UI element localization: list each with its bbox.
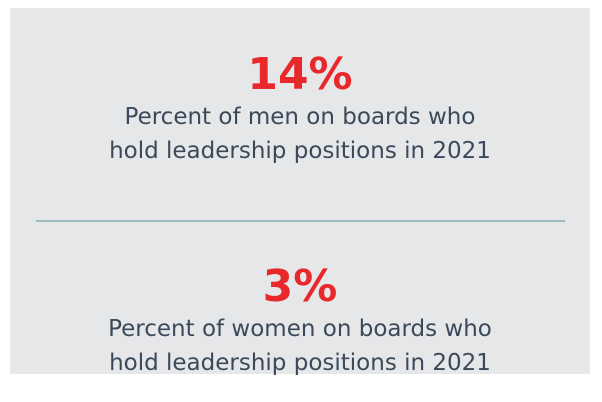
stat-description: Percent of women on boards who — [108, 316, 492, 342]
panel: 14% Percent of men on boards who hold le… — [10, 8, 590, 376]
stat-description: Percent of men on boards who — [124, 104, 476, 130]
stat-value: 3% — [262, 261, 338, 312]
stat-description: hold leadership positions in 2021 — [109, 350, 491, 376]
stat-description: hold leadership positions in 2021 — [109, 138, 491, 164]
stat-value: 14% — [247, 49, 353, 100]
stat: 14% Percent of men on boards who hold le… — [10, 50, 590, 168]
divider — [36, 220, 565, 222]
stat: 3% Percent of women on boards who hold l… — [10, 262, 590, 380]
